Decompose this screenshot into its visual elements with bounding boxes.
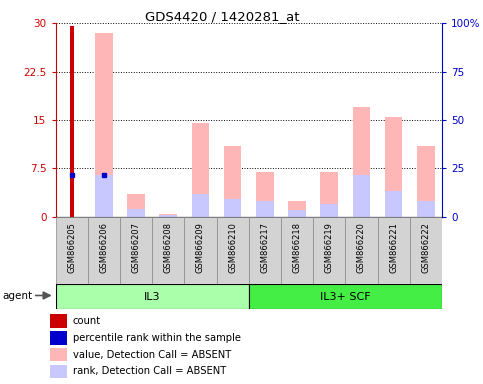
Bar bbox=[385, 191, 402, 217]
Text: value, Detection Call = ABSENT: value, Detection Call = ABSENT bbox=[73, 349, 231, 360]
Bar bbox=[320, 172, 338, 217]
Bar bbox=[224, 199, 242, 217]
Text: GSM866221: GSM866221 bbox=[389, 222, 398, 273]
Text: agent: agent bbox=[2, 291, 32, 301]
Bar bbox=[288, 201, 306, 217]
Bar bbox=[417, 201, 435, 217]
Bar bbox=[120, 217, 152, 284]
Text: rank, Detection Call = ABSENT: rank, Detection Call = ABSENT bbox=[73, 366, 226, 376]
Text: GDS4420 / 1420281_at: GDS4420 / 1420281_at bbox=[145, 10, 299, 23]
Bar bbox=[95, 175, 113, 217]
Bar bbox=[249, 284, 442, 309]
Bar bbox=[88, 217, 120, 284]
Text: count: count bbox=[73, 316, 101, 326]
Bar bbox=[224, 146, 242, 217]
Text: GSM866218: GSM866218 bbox=[293, 222, 301, 273]
Bar bbox=[50, 331, 67, 344]
Bar bbox=[56, 284, 249, 309]
Bar bbox=[256, 201, 274, 217]
Text: GSM866209: GSM866209 bbox=[196, 222, 205, 273]
Bar bbox=[50, 365, 67, 378]
Bar bbox=[127, 209, 145, 217]
Text: GSM866210: GSM866210 bbox=[228, 222, 237, 273]
Bar bbox=[152, 217, 185, 284]
Bar bbox=[159, 215, 177, 217]
Text: GSM866206: GSM866206 bbox=[99, 222, 108, 273]
Text: GSM866219: GSM866219 bbox=[325, 222, 334, 273]
Bar bbox=[353, 107, 370, 217]
Bar bbox=[56, 217, 88, 284]
Bar bbox=[353, 175, 370, 217]
Bar bbox=[50, 348, 67, 361]
Bar bbox=[50, 314, 67, 328]
Bar bbox=[249, 217, 281, 284]
Text: IL3+ SCF: IL3+ SCF bbox=[320, 291, 370, 302]
Bar bbox=[70, 26, 73, 217]
Bar bbox=[127, 194, 145, 217]
Bar bbox=[281, 217, 313, 284]
Bar bbox=[192, 194, 209, 217]
Text: GSM866220: GSM866220 bbox=[357, 222, 366, 273]
Bar bbox=[216, 217, 249, 284]
Bar bbox=[320, 204, 338, 217]
Text: GSM866222: GSM866222 bbox=[421, 222, 430, 273]
Text: GSM866205: GSM866205 bbox=[67, 222, 76, 273]
Text: GSM866207: GSM866207 bbox=[131, 222, 141, 273]
Bar bbox=[256, 172, 274, 217]
Bar bbox=[345, 217, 378, 284]
Bar bbox=[192, 123, 209, 217]
Text: percentile rank within the sample: percentile rank within the sample bbox=[73, 333, 241, 343]
Bar bbox=[410, 217, 442, 284]
Bar bbox=[313, 217, 345, 284]
Bar bbox=[185, 217, 216, 284]
Bar bbox=[288, 210, 306, 217]
Text: IL3: IL3 bbox=[144, 291, 160, 302]
Bar bbox=[159, 214, 177, 217]
Text: GSM866217: GSM866217 bbox=[260, 222, 270, 273]
Text: GSM866208: GSM866208 bbox=[164, 222, 173, 273]
Bar bbox=[417, 146, 435, 217]
Bar bbox=[385, 117, 402, 217]
Bar bbox=[95, 33, 113, 217]
Bar bbox=[378, 217, 410, 284]
